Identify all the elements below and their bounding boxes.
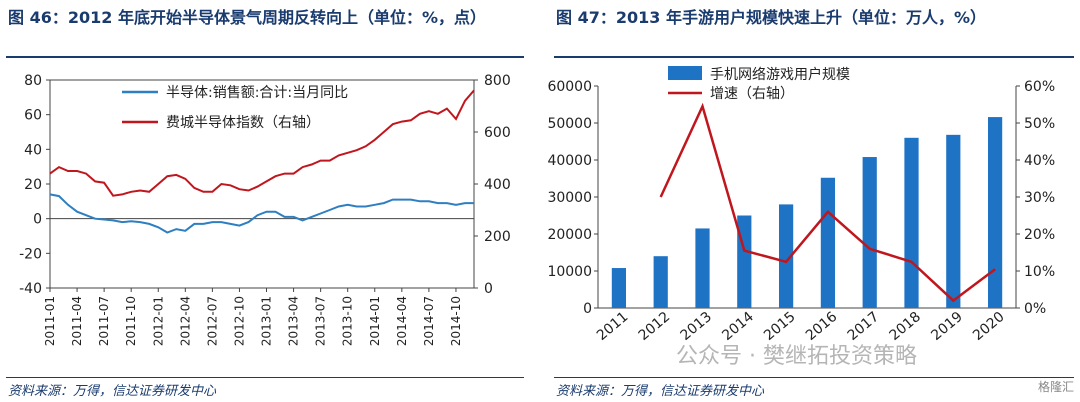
right-y-tick-label: 40% (1024, 153, 1055, 169)
bar-2019 (946, 134, 961, 308)
x-tick-label: 2014-01 (368, 296, 382, 346)
left-y-tick-label: 60000 (548, 79, 592, 95)
bar-2020 (987, 117, 1003, 308)
right-y-tick-label: 10% (1024, 264, 1055, 280)
watermark-text: 公众号 · 樊继拓投资策略 (676, 344, 917, 369)
series-line-2 (49, 89, 475, 197)
x-tick-label: 2014-07 (422, 296, 436, 346)
x-tick-label: 2011-10 (124, 296, 138, 346)
right-title-rule (554, 56, 1074, 58)
right-y-tick-label: 50% (1024, 116, 1055, 132)
left-y-tick-label: 10000 (548, 264, 592, 280)
legend-label-1: 半导体:销售额:合计:当月同比 (166, 85, 348, 101)
x-tick-label: 2013-04 (287, 296, 301, 346)
x-tick-label: 2020 (970, 309, 1008, 344)
left-y-tick-label: 60 (24, 108, 42, 124)
x-tick-label: 2011-01 (43, 296, 57, 346)
right-y-tick-label: 0% (1024, 301, 1046, 317)
x-tick-label: 2013-10 (341, 296, 355, 346)
right-y-tick-label: 0 (484, 281, 493, 297)
x-tick-label: 2012-07 (205, 296, 219, 346)
corner-badge: 格隆汇 (1037, 380, 1074, 394)
right-source-rule (554, 377, 1074, 378)
x-tick-label: 2011-07 (97, 296, 111, 346)
x-tick-label: 2019 (928, 309, 966, 344)
left-y-tick-label: 0 (33, 212, 42, 228)
left-y-tick-label: -40 (19, 281, 42, 297)
right-y-tick-label: 800 (484, 73, 511, 89)
x-tick-label: 2012-01 (151, 296, 165, 346)
bar-2012 (653, 256, 668, 308)
left-y-tick-label: 80 (24, 73, 42, 89)
right-y-tick-label: 600 (484, 125, 511, 141)
x-tick-label: 2013-01 (260, 296, 274, 346)
left-source-note: 资料来源：万得，信达证券研发中心 (8, 384, 217, 399)
left-source-rule (6, 377, 524, 378)
right-y-tick-label: 400 (484, 177, 511, 193)
left-figure-title: 图 46：2012 年底开始半导体景气周期反转向上（单位：%，点） (8, 8, 486, 27)
left-y-tick-label: 50000 (548, 116, 592, 132)
legend-swatch-bar (668, 66, 702, 80)
legend-label-line: 增速（右轴） (710, 86, 794, 102)
right-y-tick-label: 60% (1024, 79, 1055, 95)
right-y-tick-label: 30% (1024, 190, 1055, 206)
right-y-tick-label: 20% (1024, 227, 1055, 243)
right-y-tick-label: 200 (484, 229, 511, 245)
left-y-tick-label: 30000 (548, 190, 592, 206)
right-figure-title: 图 47：2013 年手游用户规模快速上升（单位：万人，%） (556, 8, 986, 27)
x-tick-label: 2013-07 (314, 296, 328, 346)
x-tick-label: 2012-10 (232, 296, 246, 346)
bar-2018 (904, 137, 919, 308)
bar-2015 (778, 204, 794, 308)
left-title-rule (6, 56, 524, 58)
bar-2013 (695, 228, 710, 308)
bar-2016 (820, 177, 836, 308)
left-y-tick-label: 0 (583, 301, 592, 317)
x-tick-label: 2014-04 (395, 296, 409, 346)
x-tick-label: 2012-04 (178, 296, 192, 346)
left-figure: 图 46：2012 年底开始半导体景气周期反转向上（单位：%，点） 80 60 40… (0, 0, 530, 402)
left-y-tick-label: -20 (19, 246, 42, 262)
mobile-game-users-chart: 60000 50000 40000 30000 20000 10000 0 60% 50% 40%… (548, 66, 1055, 344)
bar-2011 (611, 268, 627, 308)
x-tick-label: 2011-04 (70, 296, 84, 346)
left-y-tick-label: 20 (24, 177, 42, 193)
legend-label-bar: 手机网络游戏用户规模 (710, 66, 850, 83)
left-y-tick-label: 20000 (548, 227, 592, 243)
growth-rate-line (659, 102, 996, 303)
right-source-note: 资料来源：万得，信达证券研发中心 (556, 384, 765, 399)
left-y-tick-label: 40 (24, 142, 42, 158)
x-tick-label: 2012 (636, 309, 674, 344)
series-line-1 (49, 193, 474, 234)
left-y-tick-label: 40000 (548, 153, 592, 169)
legend-label-2: 费城半导体指数（右轴） (166, 115, 320, 131)
x-tick-label: 2014-10 (449, 296, 463, 346)
bar-2017 (862, 157, 877, 308)
x-tick-label: 2011 (594, 309, 632, 344)
right-figure: 图 47：2013 年手游用户规模快速上升（单位：万人，%） 60000 5000… (548, 0, 1080, 402)
